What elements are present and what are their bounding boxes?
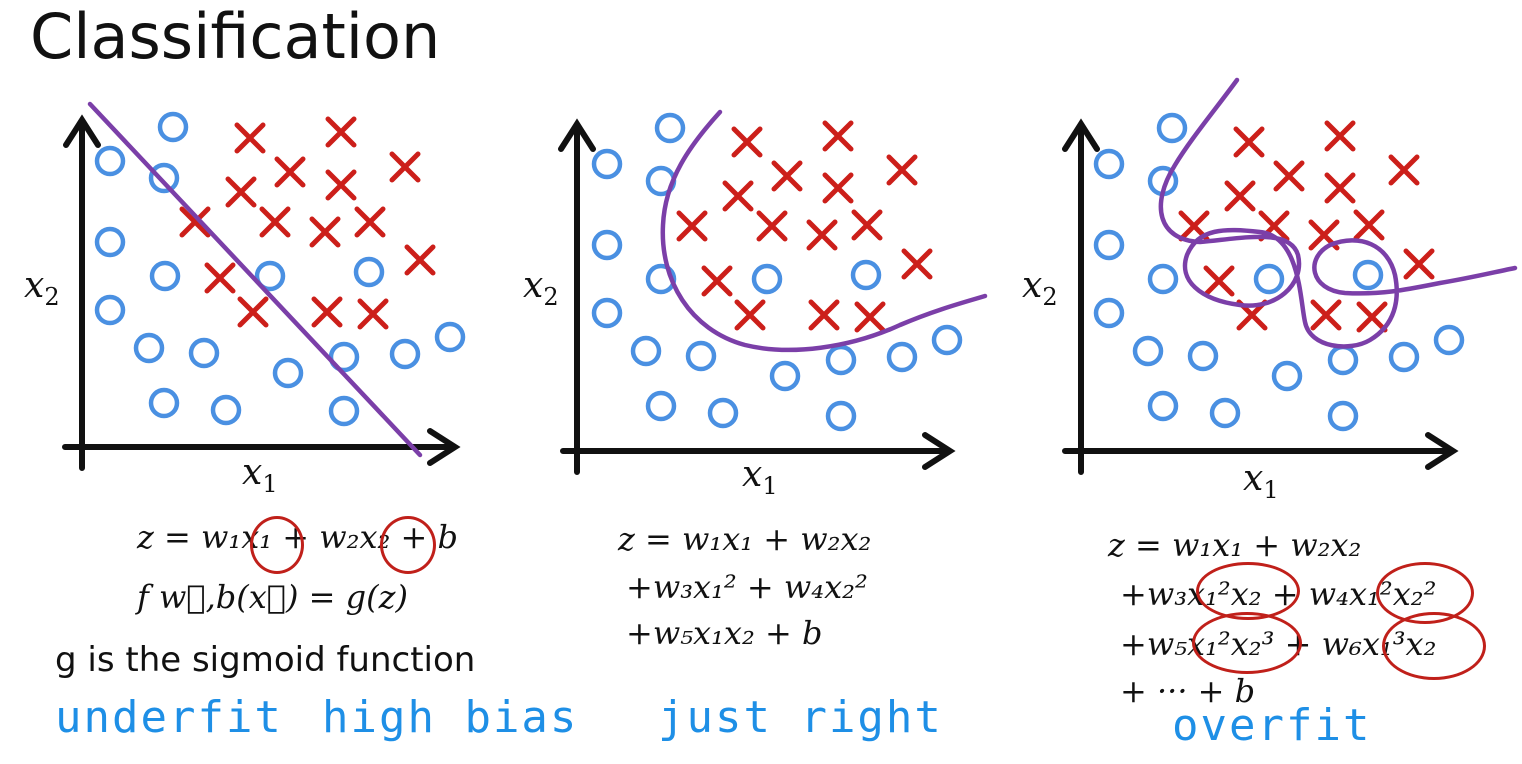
equation-line: z = w₁x₁ + w₂x₂ bbox=[1108, 526, 1362, 564]
annotation-circle bbox=[380, 516, 436, 574]
annotation-circle bbox=[250, 516, 304, 574]
circle-points bbox=[1096, 115, 1462, 429]
sigmoid-note: g is the sigmoid function bbox=[55, 640, 476, 680]
circle-points bbox=[594, 115, 960, 429]
axes bbox=[558, 118, 956, 475]
decision-boundary bbox=[87, 101, 423, 458]
x-axis-label: x1 bbox=[242, 452, 278, 498]
equation-line: + ··· + b bbox=[1120, 672, 1256, 710]
axes bbox=[1062, 118, 1459, 475]
x-axis-label: x1 bbox=[742, 454, 778, 500]
decision-boundary bbox=[1158, 77, 1518, 349]
panel-just-right: x2 x1 bbox=[523, 109, 988, 500]
panel-underfit: x2 x1 bbox=[24, 101, 463, 498]
annotation-circle bbox=[1192, 612, 1302, 674]
y-axis-label: x2 bbox=[523, 265, 559, 311]
equation-line: f w⃗,b(x⃗) = g(z) bbox=[137, 578, 408, 616]
handwritten-high-bias: high bias bbox=[322, 692, 579, 743]
y-axis-label: x2 bbox=[1022, 265, 1058, 311]
equation-line: z = w₁x₁ + w₂x₂ bbox=[618, 520, 872, 558]
y-axis-label: x2 bbox=[24, 265, 60, 311]
page-title: Classification bbox=[30, 0, 441, 73]
decision-boundary bbox=[660, 109, 988, 353]
axes bbox=[62, 114, 461, 471]
equation-line: +w₅x₁x₂ + b bbox=[626, 614, 823, 652]
annotation-circle bbox=[1382, 612, 1486, 680]
handwritten-underfit: underfit bbox=[55, 692, 283, 743]
cross-points bbox=[182, 119, 433, 327]
panel-overfit: x2 x1 bbox=[1022, 77, 1518, 504]
cross-points bbox=[679, 123, 930, 330]
equation-line: +w₃x₁² + w₄x₂² bbox=[626, 568, 868, 606]
handwritten-just-right: just right bbox=[658, 692, 943, 743]
x-axis-label: x1 bbox=[1243, 458, 1279, 504]
handwritten-overfit: overfit bbox=[1172, 700, 1372, 751]
